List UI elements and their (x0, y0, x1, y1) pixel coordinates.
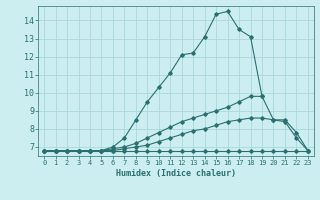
X-axis label: Humidex (Indice chaleur): Humidex (Indice chaleur) (116, 169, 236, 178)
